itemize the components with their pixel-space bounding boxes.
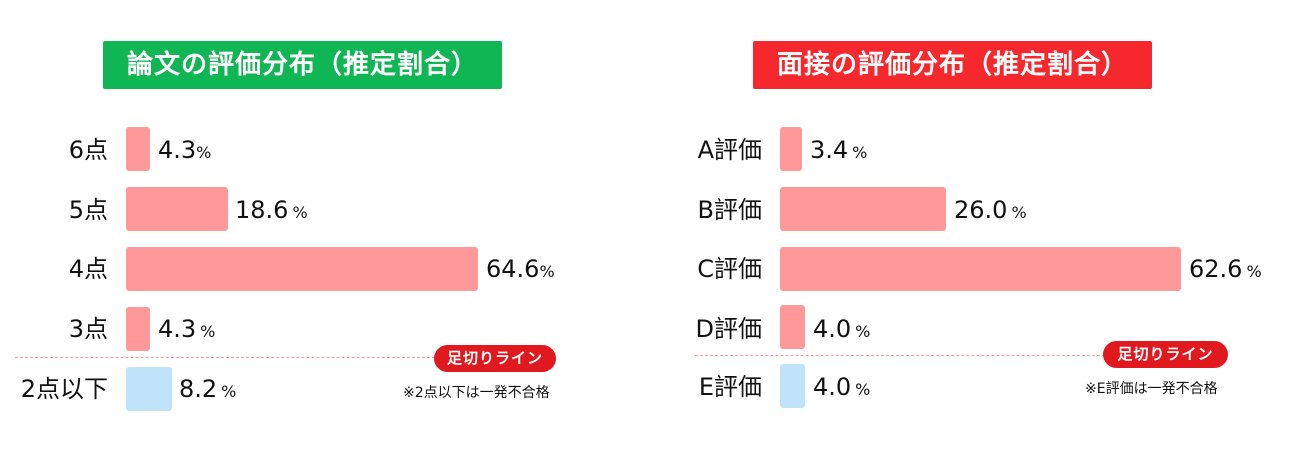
- essay-row-label: 6点: [68, 136, 108, 164]
- essay-value: 8.2%: [179, 375, 237, 403]
- essay-row-label: 3点: [68, 315, 108, 343]
- essay-cutoff-note: ※2点以下は一発不合格: [403, 385, 550, 401]
- essay-cutoff-badge: 足切りライン: [434, 345, 556, 372]
- interview-cutoff-line: [695, 355, 1105, 356]
- interview-row-label: B評価: [697, 196, 762, 224]
- essay-bar: [126, 247, 478, 291]
- essay-row-label: 4点: [68, 255, 108, 283]
- essay-row-label: 2点以下: [20, 375, 108, 403]
- essay-bar: [126, 187, 228, 231]
- interview-bar: [780, 187, 946, 231]
- essay-bar-fail: [126, 367, 172, 411]
- interview-value: 4.0%: [813, 373, 871, 401]
- essay-bar: [126, 307, 150, 351]
- interview-value: 4.0%: [813, 315, 871, 343]
- essay-cutoff-line: [15, 357, 435, 358]
- essay-bar: [126, 127, 150, 171]
- interview-cutoff-badge: 足切りライン: [1103, 341, 1228, 368]
- interview-row-label: E評価: [698, 373, 762, 401]
- interview-row-label: D評価: [695, 315, 762, 343]
- interview-bar: [780, 247, 1181, 291]
- interview-cutoff-note: ※E評価は一発不合格: [1085, 381, 1218, 397]
- interview-row-label: A評価: [697, 136, 762, 164]
- essay-value: 64.6%: [486, 255, 555, 283]
- interview-bar-fail: [780, 364, 805, 408]
- interview-value: 26.0%: [954, 196, 1027, 224]
- essay-chart-title: 論文の評価分布（推定割合）: [103, 41, 502, 89]
- essay-value: 18.6%: [235, 196, 308, 224]
- essay-value: 4.3%: [158, 136, 212, 164]
- interview-row-label: C評価: [697, 255, 762, 283]
- interview-bar: [780, 305, 805, 349]
- essay-value: 4.3%: [158, 315, 216, 343]
- interview-chart-title: 面接の評価分布（推定割合）: [753, 41, 1152, 89]
- interview-value: 3.4%: [810, 136, 868, 164]
- interview-value: 62.6%: [1189, 255, 1262, 283]
- interview-bar: [780, 127, 802, 171]
- essay-row-label: 5点: [68, 196, 108, 224]
